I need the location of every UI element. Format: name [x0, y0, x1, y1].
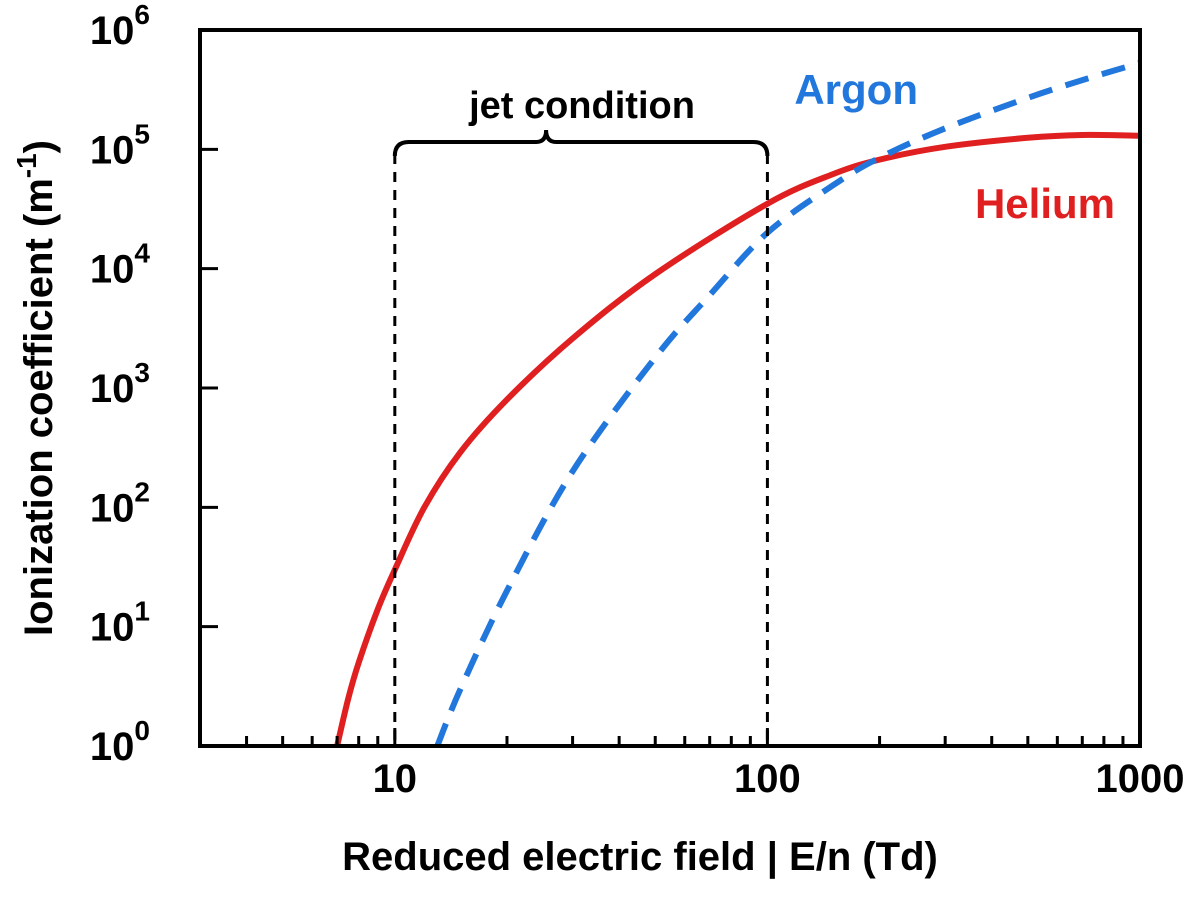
y-tick-label: 100 — [90, 715, 150, 769]
jet-condition-brace — [392, 129, 770, 157]
series-label-helium: Helium — [975, 180, 1115, 227]
series-line-argon — [434, 60, 1140, 746]
y-tick-label: 104 — [90, 238, 151, 292]
y-tick-label: 103 — [90, 357, 150, 411]
y-tick-label: 106 — [90, 0, 150, 53]
x-tick-label: 1000 — [1096, 757, 1185, 801]
y-tick-label: 105 — [90, 118, 150, 172]
x-tick-label: 10 — [373, 757, 418, 801]
plot-frame — [198, 28, 1142, 748]
y-axis-title: Ionization coefficient (m-1) — [11, 140, 61, 636]
series-line-helium — [334, 131, 1140, 746]
y-tick-label: 101 — [90, 596, 150, 650]
y-tick-label: 102 — [90, 476, 150, 530]
x-tick-label: 100 — [734, 757, 801, 801]
series-label-argon: Argon — [794, 66, 918, 113]
x-axis-title: Reduced electric field | E/n (Td) — [342, 835, 938, 879]
jet-condition-label: jet condition — [468, 85, 695, 127]
